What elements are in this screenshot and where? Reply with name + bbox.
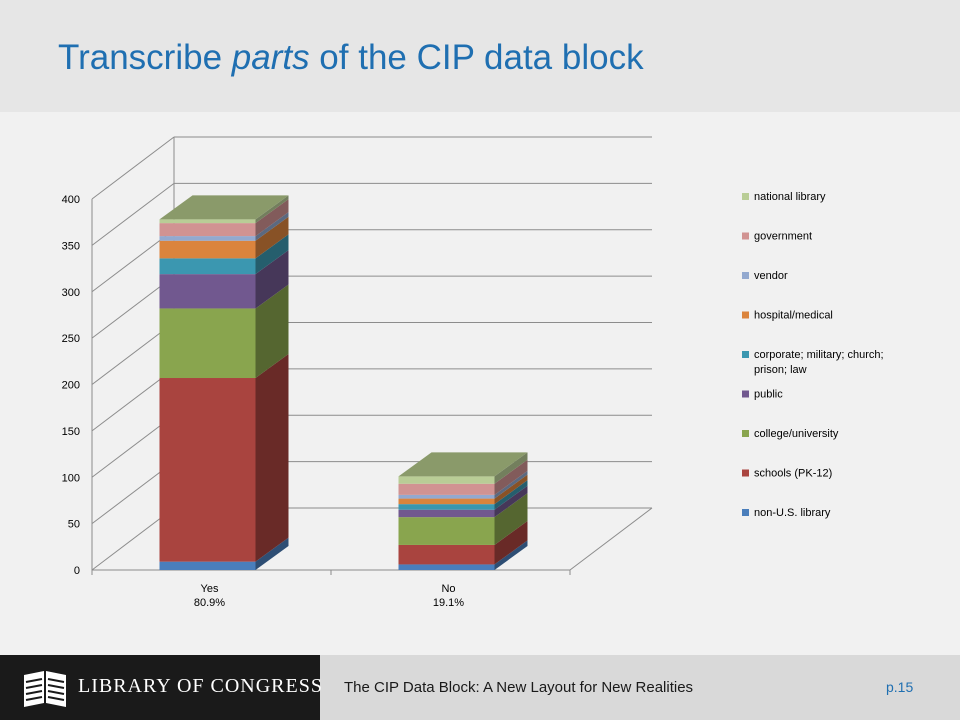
- legend-swatch: [742, 469, 749, 477]
- bar-segment: [398, 564, 495, 570]
- title-part-1: Transcribe: [58, 38, 232, 77]
- bar-segment: [398, 517, 495, 545]
- bar-segment-side: [255, 250, 289, 309]
- x-category-sublabel: 80.9%: [194, 597, 225, 609]
- slide-header: Transcribe parts of the CIP data block: [0, 0, 960, 112]
- bar-segment: [398, 498, 495, 505]
- bar-segment: [398, 544, 495, 565]
- y-tick-label: 0: [74, 565, 80, 577]
- page-number: p.15: [886, 679, 914, 695]
- legend-label: corporate; military; church;: [754, 349, 884, 361]
- gridline-side: [91, 182, 175, 246]
- bar-segment: [398, 509, 495, 518]
- legend-swatch: [742, 232, 749, 240]
- y-tick-label: 50: [68, 519, 80, 531]
- y-tick-label: 250: [62, 333, 80, 345]
- chart-legend: national library government vendor hospital…: [742, 191, 884, 519]
- title-emphasis: parts: [231, 38, 310, 77]
- legend-swatch: [742, 509, 749, 516]
- bar-segment-side: [255, 354, 289, 562]
- bar-stack-yes: [159, 195, 289, 570]
- title-part-2: of the CIP data block: [309, 38, 644, 77]
- bar-segment-side: [255, 216, 289, 259]
- bar-segment: [398, 483, 495, 495]
- bar-segment-side: [255, 199, 289, 237]
- legend-label: schools (PK-12): [754, 468, 832, 480]
- slide-footer: LIBRARY OF CONGRESS The CIP Data Block: …: [0, 655, 960, 720]
- bar-segment-side: [255, 212, 289, 241]
- y-tick-label: 300: [62, 287, 80, 299]
- stacked-bar-chart: 050100150200250300350400Yes80.9%No19.1% …: [62, 136, 884, 609]
- chart-bars: [159, 195, 528, 570]
- bar-segment-side: [494, 474, 528, 505]
- bar-top: [159, 195, 289, 220]
- bar-segment: [159, 236, 256, 241]
- bar-segment: [159, 219, 256, 224]
- bar-segment-side: [255, 234, 289, 275]
- bar-segment-side: [494, 480, 528, 510]
- legend-label: non-U.S. library: [754, 507, 831, 519]
- book-icon: [24, 671, 66, 707]
- y-tick-label: 200: [62, 380, 80, 392]
- bar-segment-side: [494, 459, 528, 495]
- bar-segment-side: [255, 195, 289, 224]
- legend-swatch: [742, 390, 749, 398]
- bar-segment-side: [494, 470, 528, 499]
- y-tick-label: 350: [62, 240, 80, 252]
- x-category-label: Yes: [201, 583, 219, 595]
- legend-label: college/university: [754, 428, 839, 440]
- bar-segment: [398, 476, 495, 484]
- bar-segment: [159, 223, 256, 237]
- bar-segment: [159, 240, 256, 259]
- legend-swatch: [742, 311, 749, 319]
- bar-segment: [159, 308, 256, 379]
- bar-segment-side: [494, 540, 528, 570]
- y-tick-label: 400: [62, 194, 80, 206]
- bar-segment-side: [494, 520, 528, 565]
- x-category-label: No: [441, 583, 455, 595]
- bar-segment: [159, 378, 256, 562]
- legend-label: national library: [754, 191, 826, 203]
- legend-label: hospital/medical: [754, 310, 833, 322]
- chart-labels: 0 50 100 150 200 250 300 350 400 Yes 80.9% No 19.1%: [62, 194, 465, 609]
- legend-swatch: [742, 351, 749, 358]
- bar-segment: [159, 258, 256, 275]
- bar-segment-side: [255, 284, 289, 379]
- x-category-sublabel: 19.1%: [433, 597, 464, 609]
- library-logo: LIBRARY OF CONGRESS: [0, 655, 323, 720]
- bar-segment-side: [494, 485, 528, 518]
- bar-segment-side: [255, 537, 289, 570]
- legend-swatch: [742, 193, 749, 200]
- y-tick-label: 100: [62, 472, 80, 484]
- legend-swatch: [742, 272, 749, 279]
- bar-segment-side: [494, 493, 528, 545]
- bar-segment: [159, 561, 256, 570]
- logo-text: LIBRARY OF CONGRESS: [78, 675, 323, 697]
- gridline-side: [91, 136, 175, 200]
- bar-stack-no: [398, 452, 528, 570]
- legend-label: public: [754, 389, 783, 401]
- legend-label-cont: prison; law: [754, 364, 807, 376]
- chart-area: 0 50 100 150 200 250 300 350 400 Yes 80.9% No 19.1% …: [0, 112, 960, 655]
- bar-segment: [159, 274, 256, 309]
- footer-caption: The CIP Data Block: A New Layout for New…: [344, 679, 694, 696]
- bar-segment: [398, 504, 495, 510]
- bar-segment-side: [494, 452, 528, 484]
- legend-label: government: [754, 231, 812, 243]
- bar-top: [398, 452, 528, 477]
- legend-swatch: [742, 430, 749, 437]
- y-tick-label: 150: [62, 426, 80, 438]
- bar-segment: [398, 494, 495, 499]
- slide-title: Transcribe parts of the CIP data block: [58, 38, 644, 78]
- legend-label: vendor: [754, 270, 788, 282]
- floor-edge: [569, 507, 653, 571]
